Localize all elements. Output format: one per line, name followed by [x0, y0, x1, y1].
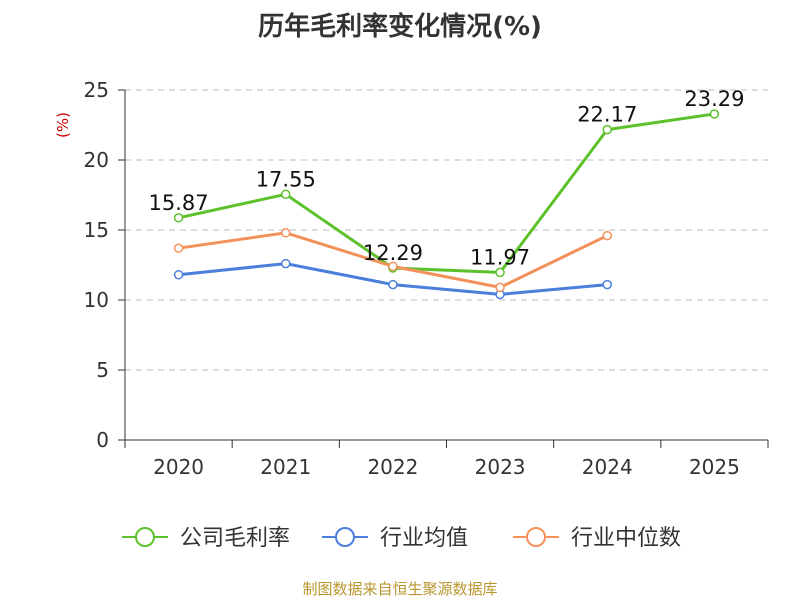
- series-points: [173, 109, 720, 300]
- data-point: [388, 261, 398, 272]
- data-labels: 15.87 17.55 12.29 11.97 22.17 23.29: [149, 87, 745, 269]
- source-note: 制图数据来自恒生聚源数据库: [302, 580, 498, 598]
- data-point: [709, 109, 720, 119]
- x-tick-label: 2020: [153, 455, 204, 479]
- legend-label: 行业均值: [380, 526, 468, 551]
- y-tick-label: 0: [96, 428, 109, 452]
- data-point: [173, 270, 184, 280]
- data-label: 12.29: [363, 241, 423, 265]
- data-point: [281, 189, 291, 200]
- legend-marker: [135, 527, 155, 547]
- data-point: [281, 258, 291, 269]
- legend-label: 公司毛利率: [180, 526, 290, 551]
- legend-item: 公司毛利率: [122, 526, 290, 551]
- data-point: [281, 228, 291, 238]
- data-label: 15.87: [149, 191, 209, 215]
- data-point: [495, 282, 505, 293]
- y-tick-label: 20: [84, 148, 109, 172]
- legend: 公司毛利率 行业均值 行业中位数: [122, 526, 681, 551]
- y-tick-label: 15: [84, 218, 109, 242]
- y-tick-label: 25: [84, 78, 109, 102]
- x-tick-label: 2025: [689, 455, 740, 479]
- legend-marker: [335, 527, 355, 547]
- data-point: [388, 279, 398, 290]
- x-tick-label: 2021: [260, 455, 311, 479]
- chart-title: 历年毛利率变化情况(%): [258, 12, 542, 42]
- legend-item: 行业均值: [322, 526, 468, 551]
- series-lines: [178, 112, 715, 296]
- data-point: [173, 213, 184, 223]
- legend-marker: [526, 527, 546, 547]
- legend-item: 行业中位数: [513, 526, 681, 551]
- data-label: 23.29: [684, 87, 744, 111]
- data-point: [602, 124, 612, 135]
- data-label: 17.55: [256, 167, 316, 191]
- legend-label: 行业中位数: [571, 526, 681, 551]
- series-line: [178, 112, 715, 274]
- data-point: [602, 230, 612, 241]
- data-point: [602, 279, 612, 290]
- y-axis-label: (%): [54, 112, 72, 138]
- x-tick-label: 2022: [367, 455, 418, 479]
- x-tick-label: 2023: [475, 455, 526, 479]
- data-point: [173, 243, 184, 253]
- data-label: 11.97: [470, 245, 530, 269]
- data-point: [495, 267, 505, 278]
- grid-lines: [125, 89, 768, 371]
- y-tick-label: 5: [96, 358, 109, 382]
- x-tick-label: 2024: [582, 455, 633, 479]
- y-tick-label: 10: [84, 288, 109, 312]
- data-label: 22.17: [577, 103, 637, 127]
